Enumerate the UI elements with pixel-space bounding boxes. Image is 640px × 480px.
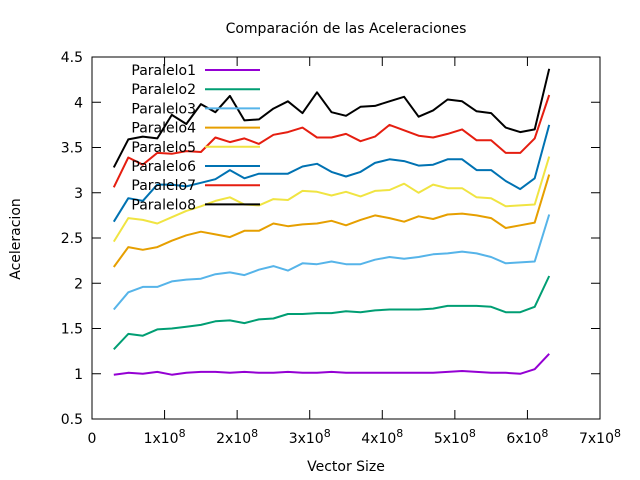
x-tick-label: 6x108	[506, 427, 548, 447]
series-line-paralelo4	[112, 174, 551, 268]
y-tick-label: 4.5	[61, 50, 83, 66]
series-line-paralelo5	[112, 156, 551, 243]
plot-area: 0.5 1 1.5 2 2.5 3 3.5 4 4.5 0 1x108 2x108 3x108 4x108…	[61, 50, 621, 447]
series-line-paralelo1	[113, 353, 550, 376]
series-line-paralelo7	[112, 94, 551, 188]
legend-label: Paralelo5	[131, 140, 196, 156]
y-tick-label: 4	[74, 95, 83, 111]
y-tick-label: 2.5	[61, 231, 83, 247]
y-tick-label: 1.5	[61, 322, 83, 338]
x-tick-label: 7x108	[579, 427, 621, 447]
series-line-paralelo6	[112, 124, 551, 223]
legend-label: Paralelo7	[131, 178, 196, 194]
y-tick-label: 0.5	[61, 412, 83, 428]
x-tick-label: 4x108	[361, 427, 403, 447]
chart-title: Comparación de las Aceleraciones	[226, 21, 467, 37]
legend-label: Paralelo6	[131, 159, 196, 175]
y-tick-label: 1	[74, 367, 83, 383]
legend-label: Paralelo3	[131, 101, 196, 117]
y-tick-label: 3.5	[61, 141, 83, 157]
y-tick-label: 3	[74, 186, 83, 202]
x-tick-label: 0	[88, 431, 97, 447]
x-tick-label: 3x108	[289, 427, 331, 447]
series-line-paralelo8	[112, 68, 551, 168]
x-tick-label: 2x108	[216, 427, 258, 447]
x-tick-label: 1x108	[144, 427, 186, 447]
x-axis-label: Vector Size	[307, 459, 385, 475]
legend-label: Paralelo4	[131, 121, 196, 137]
y-tick-label: 2	[74, 276, 83, 292]
legend-label: Paralelo8	[131, 197, 196, 213]
x-tick-label: 5x108	[434, 427, 476, 447]
series-line-paralelo2	[113, 275, 551, 350]
legend: Paralelo1 Paralelo2 Paralelo3 Paralelo4 Para…	[131, 63, 260, 213]
series-line-paralelo3	[113, 214, 551, 311]
legend-label: Paralelo2	[131, 82, 196, 98]
series-group	[112, 68, 551, 376]
legend-label: Paralelo1	[131, 63, 196, 79]
y-axis-label: Aceleracion	[8, 198, 24, 280]
